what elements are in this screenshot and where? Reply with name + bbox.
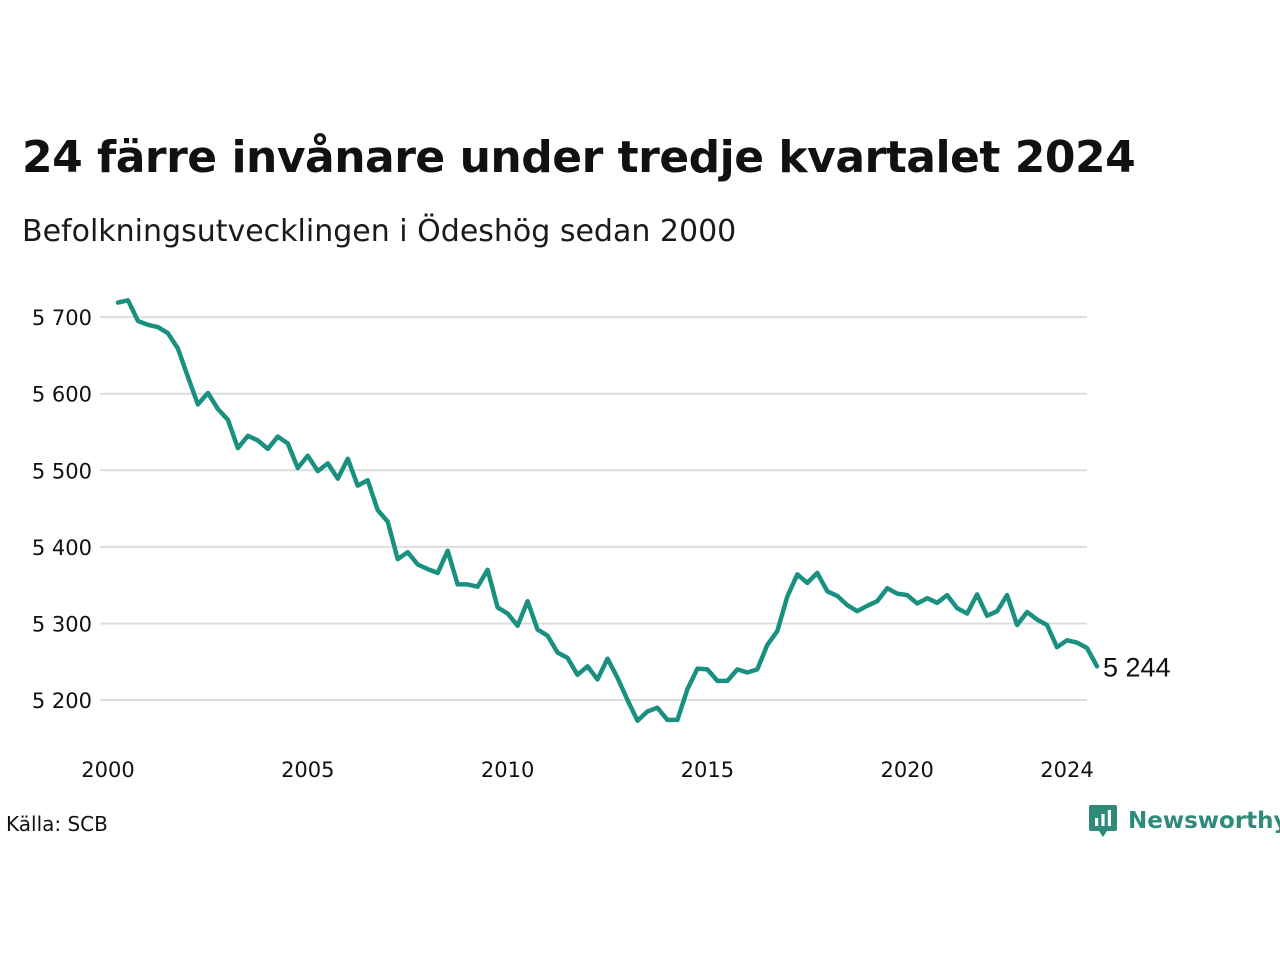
y-tick-label: 5 700	[32, 306, 92, 330]
end-value-label: 5 244	[1103, 652, 1171, 682]
chart-subtitle: Befolkningsutvecklingen i Ödeshög sedan …	[22, 214, 737, 249]
newsworthy-logo-icon	[1089, 805, 1117, 837]
x-tick-label: 2000	[81, 758, 134, 782]
y-tick-label: 5 300	[32, 612, 92, 636]
x-tick-label: 2024	[1040, 758, 1093, 782]
chart-title: 24 färre invånare under tredje kvartalet…	[22, 132, 1136, 183]
x-tick-label: 2020	[880, 758, 933, 782]
brand[interactable]: Newsworthy	[1088, 804, 1280, 838]
y-tick-label: 5 200	[32, 689, 92, 713]
y-tick-label: 5 400	[32, 536, 92, 560]
x-tick-label: 2005	[281, 758, 334, 782]
series-line	[115, 298, 1100, 723]
x-tick-label: 2010	[481, 758, 534, 782]
annotations: 5 244	[1103, 652, 1171, 682]
x-axis-ticks: 2000 2005 2010 2015 2020 2024	[81, 758, 1093, 782]
y-axis-ticks: 5 200 5 300 5 400 5 500 5 600 5 700	[32, 306, 92, 713]
series-group	[115, 298, 1100, 723]
source-note: Källa: SCB	[6, 812, 108, 836]
y-tick-label: 5 600	[32, 383, 92, 407]
y-tick-label: 5 500	[32, 459, 92, 483]
gridlines	[100, 316, 1087, 702]
x-tick-label: 2015	[681, 758, 734, 782]
brand-name: Newsworthy	[1128, 808, 1280, 834]
